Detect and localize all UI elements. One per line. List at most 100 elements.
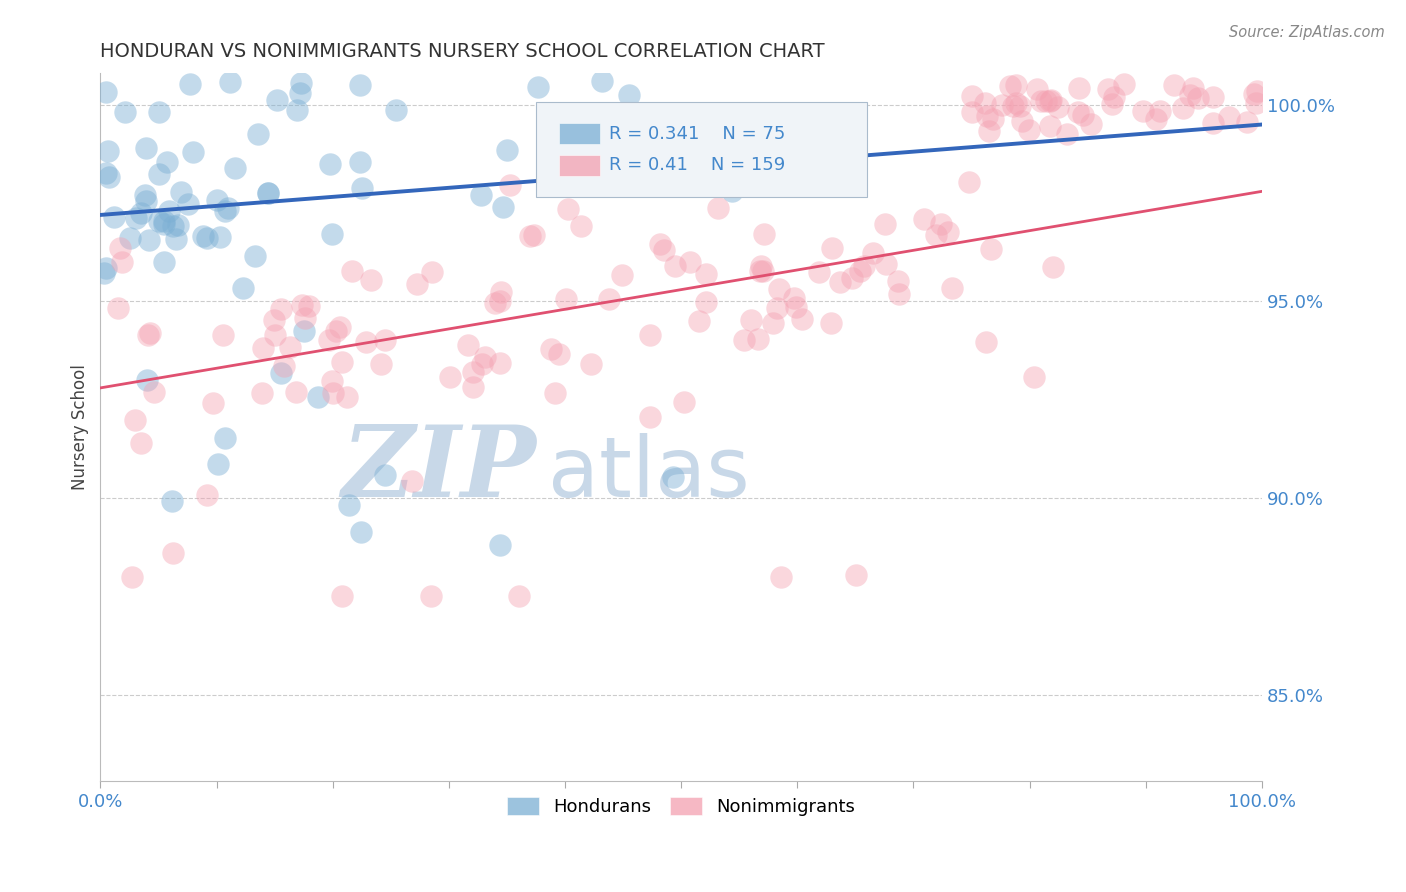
Point bbox=[384, 103, 406, 118]
Point bbox=[419, 589, 441, 603]
Point bbox=[350, 524, 373, 539]
Point bbox=[762, 316, 785, 330]
Point bbox=[217, 202, 239, 216]
Point bbox=[129, 206, 152, 220]
Point bbox=[349, 78, 371, 92]
Point bbox=[544, 385, 567, 400]
Text: HONDURAN VS NONIMMIGRANTS NURSERY SCHOOL CORRELATION CHART: HONDURAN VS NONIMMIGRANTS NURSERY SCHOOL… bbox=[100, 42, 825, 61]
Legend: Hondurans, Nonimmigrants: Hondurans, Nonimmigrants bbox=[498, 788, 865, 825]
Point bbox=[463, 379, 485, 393]
Point bbox=[508, 589, 530, 603]
Point bbox=[1187, 91, 1209, 105]
Point bbox=[108, 241, 131, 255]
Point bbox=[1097, 81, 1119, 95]
Point bbox=[209, 229, 232, 244]
Point bbox=[439, 370, 461, 384]
Point bbox=[886, 274, 908, 288]
Point bbox=[688, 314, 710, 328]
Point bbox=[457, 337, 479, 351]
Point bbox=[488, 538, 510, 552]
Point bbox=[461, 365, 484, 379]
Point bbox=[114, 104, 136, 119]
Point bbox=[290, 76, 312, 90]
Point bbox=[648, 236, 671, 251]
Point bbox=[1005, 78, 1028, 92]
Point bbox=[183, 145, 205, 160]
Point bbox=[845, 567, 868, 582]
Point bbox=[1201, 90, 1223, 104]
Point bbox=[875, 257, 897, 271]
Point bbox=[581, 357, 603, 371]
Point bbox=[177, 196, 200, 211]
Point bbox=[107, 301, 129, 315]
Point bbox=[298, 299, 321, 313]
Point bbox=[422, 265, 444, 279]
Point bbox=[307, 390, 329, 404]
FancyBboxPatch shape bbox=[560, 123, 600, 145]
Point bbox=[318, 334, 340, 348]
Point bbox=[373, 468, 395, 483]
Point bbox=[936, 225, 959, 239]
Point bbox=[157, 203, 180, 218]
Point bbox=[288, 87, 311, 101]
Point bbox=[1246, 84, 1268, 98]
Y-axis label: Nursery School: Nursery School bbox=[72, 364, 89, 490]
Point bbox=[766, 301, 789, 315]
Point bbox=[661, 469, 683, 483]
Point bbox=[195, 231, 218, 245]
Point bbox=[1080, 117, 1102, 131]
Point bbox=[243, 250, 266, 264]
Point bbox=[1011, 113, 1033, 128]
Point bbox=[1039, 95, 1062, 109]
Point bbox=[1163, 78, 1185, 93]
Point bbox=[103, 211, 125, 225]
Point bbox=[875, 217, 897, 231]
Point bbox=[207, 457, 229, 471]
Point bbox=[1132, 104, 1154, 119]
Point bbox=[330, 589, 353, 603]
Point bbox=[569, 219, 592, 234]
Point bbox=[1243, 87, 1265, 101]
Point bbox=[148, 167, 170, 181]
Point bbox=[337, 498, 360, 512]
Point bbox=[94, 260, 117, 275]
Point bbox=[1004, 95, 1026, 110]
Text: ZIP: ZIP bbox=[340, 421, 536, 518]
Point bbox=[270, 366, 292, 380]
Point bbox=[156, 155, 179, 169]
Point bbox=[991, 98, 1014, 112]
Point bbox=[1002, 98, 1025, 112]
Point bbox=[1018, 122, 1040, 136]
Point bbox=[153, 254, 176, 268]
Point bbox=[250, 385, 273, 400]
Point bbox=[170, 185, 193, 199]
Point bbox=[257, 186, 280, 200]
Point bbox=[740, 156, 762, 170]
Point bbox=[1182, 81, 1205, 95]
Point bbox=[748, 264, 770, 278]
Point bbox=[548, 347, 571, 361]
Point bbox=[322, 385, 344, 400]
Point bbox=[252, 341, 274, 355]
Point bbox=[1056, 127, 1078, 141]
Point bbox=[1039, 119, 1062, 133]
Point bbox=[1024, 370, 1046, 384]
Point bbox=[166, 218, 188, 232]
Point bbox=[153, 217, 176, 231]
Point bbox=[484, 296, 506, 310]
Point bbox=[839, 168, 862, 182]
Point bbox=[474, 351, 496, 365]
Point bbox=[1246, 96, 1268, 111]
Point bbox=[131, 436, 153, 450]
Point bbox=[747, 332, 769, 346]
Point bbox=[246, 127, 269, 141]
Point bbox=[612, 157, 634, 171]
Point bbox=[1202, 115, 1225, 129]
Point bbox=[980, 242, 1002, 256]
Point bbox=[321, 374, 343, 388]
Point bbox=[821, 241, 844, 255]
Point bbox=[136, 328, 159, 343]
Point bbox=[135, 141, 157, 155]
Point bbox=[610, 268, 633, 282]
Point bbox=[125, 211, 148, 225]
